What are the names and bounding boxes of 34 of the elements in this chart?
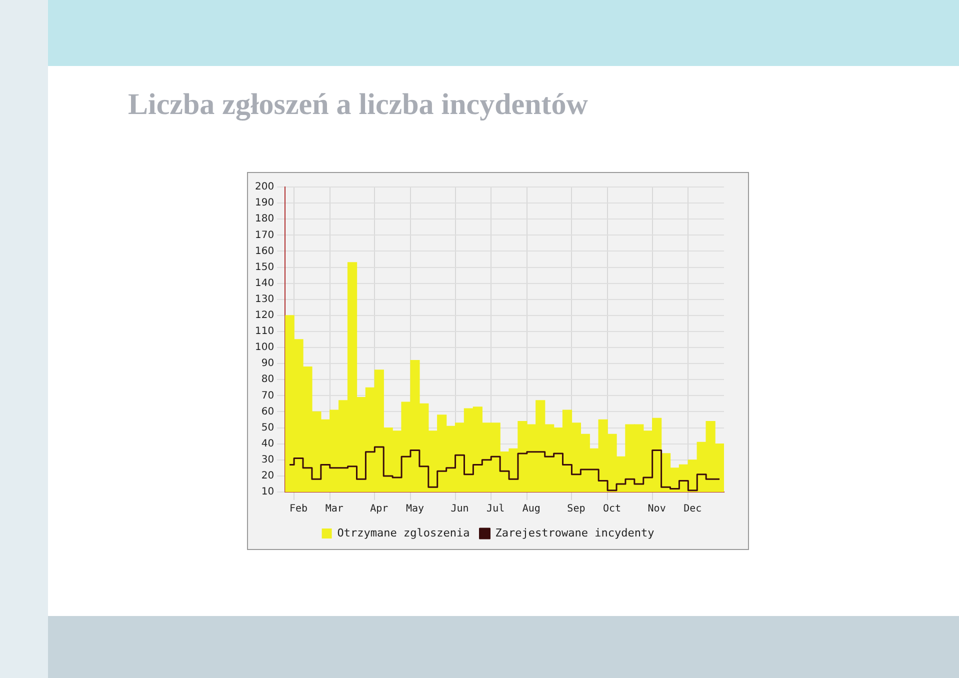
- x-tick-label: Feb: [289, 504, 308, 515]
- y-tick-label: 160: [254, 246, 274, 257]
- chart-title: Liczba zgłoszeń a liczba incydentów: [128, 88, 588, 122]
- x-tick-label: Mar: [325, 504, 344, 515]
- x-tick-label: Apr: [370, 504, 388, 515]
- x-tick-label: Oct: [603, 504, 622, 515]
- x-tick-label: Dec: [684, 504, 702, 515]
- y-tick-label: 140: [254, 278, 274, 289]
- x-tick-label: May: [406, 504, 424, 515]
- legend-label: Zarejestrowane incydenty: [495, 526, 655, 540]
- x-tick-label: Sep: [567, 504, 586, 515]
- y-tick-label: 50: [261, 422, 274, 434]
- y-tick-label: 200: [254, 182, 274, 193]
- y-tick-label: 110: [254, 326, 274, 338]
- y-tick-label: 100: [254, 342, 274, 354]
- y-tick-label: 80: [261, 374, 274, 386]
- legend-label: Otrzymane zgloszenia: [337, 526, 470, 540]
- x-tick-label: Nov: [648, 504, 666, 515]
- y-tick-label: 40: [261, 438, 274, 450]
- y-tick-label: 190: [254, 198, 274, 209]
- y-tick-label: 120: [254, 310, 274, 322]
- y-tick-label: 30: [261, 454, 274, 466]
- y-tick-label: 70: [261, 390, 274, 402]
- y-tick-label: 180: [254, 214, 274, 225]
- x-tick-label: Jul: [486, 504, 505, 515]
- y-tick-label: 130: [254, 294, 274, 305]
- y-tick-label: 60: [261, 406, 274, 418]
- y-tick-label: 150: [254, 262, 274, 273]
- y-tick-label: 90: [261, 358, 274, 370]
- x-tick-label: Aug: [522, 504, 540, 515]
- y-tick-label: 10: [261, 486, 274, 498]
- x-tick-label: Jun: [450, 504, 469, 515]
- y-tick-label: 170: [254, 230, 274, 241]
- y-tick-label: 20: [261, 470, 274, 482]
